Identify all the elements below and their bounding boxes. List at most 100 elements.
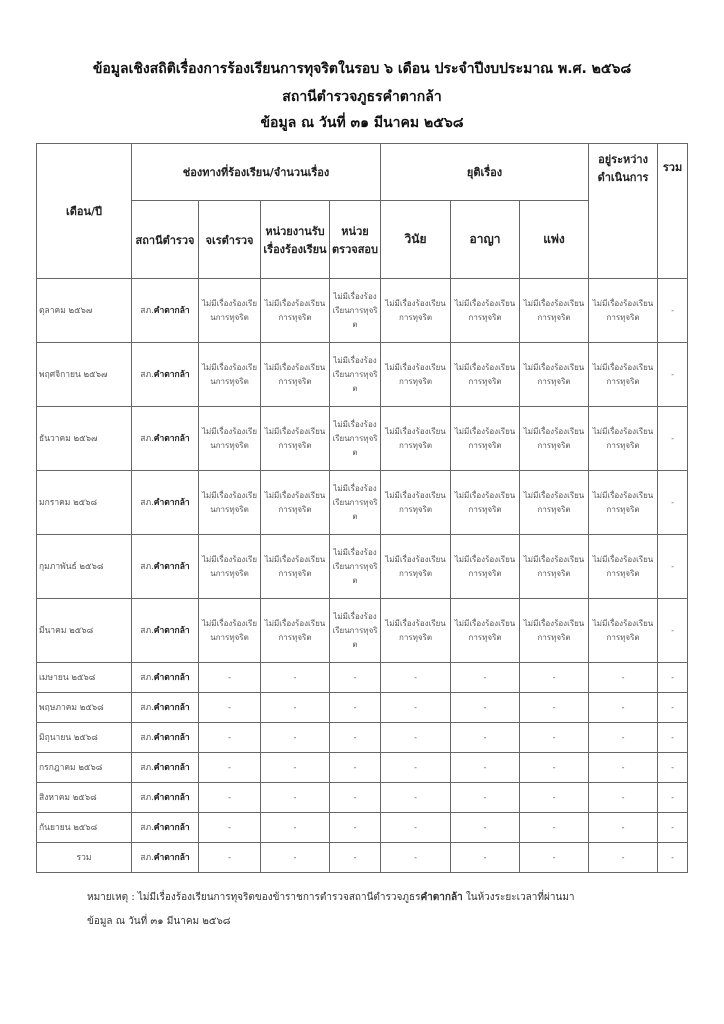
subheader-3: หน่วยตรวจสอบ [328, 200, 382, 279]
month-cell: สิงหาคม ๒๕๖๘ [36, 782, 132, 813]
table-row: มีนาคม ๒๕๖๘ สภ.คำตากล้า ไม่มีเรื่องร้องเรี… [36, 598, 689, 663]
value-cell: - [519, 782, 590, 813]
value-cell: - [328, 782, 382, 813]
value-cell: - [519, 752, 590, 783]
station-cell: สภ.คำตากล้า [131, 812, 199, 843]
month-cell: ตุลาคม ๒๕๖๗ [36, 278, 132, 343]
station-cell: สภ.คำตากล้า [131, 470, 199, 535]
station-cell: สภ.คำตากล้า [131, 598, 199, 663]
value-cell: - [588, 722, 659, 753]
value-cell: ไม่มีเรื่องร้องเรียนการทุจริต [380, 406, 452, 471]
value-cell: ไม่มีเรื่องร้องเรียนการทุจริต [198, 470, 261, 535]
value-cell: ไม่มีเรื่องร้องเรียนการทุจริต [380, 470, 452, 535]
month-cell: กันยายน ๒๕๖๘ [36, 812, 132, 843]
value-cell: - [328, 842, 382, 873]
value-cell: - [380, 752, 452, 783]
value-cell: ไม่มีเรื่องร้องเรียนการทุจริต [328, 406, 382, 471]
footnote-as-of: ข้อมูล ณ วันที่ ๓๑ มีนาคม ๒๕๖๘ [87, 916, 231, 927]
value-cell: - [328, 722, 382, 753]
value-cell: ไม่มีเรื่องร้องเรียนการทุจริต [328, 534, 382, 599]
subheader-6: แพ่ง [519, 200, 590, 279]
value-cell: - [519, 692, 590, 723]
header-total: รวม [657, 143, 689, 279]
station-cell: สภ.คำตากล้า [131, 782, 199, 813]
value-cell: - [657, 782, 689, 813]
value-cell: - [657, 752, 689, 783]
station-cell: สภ.คำตากล้า [131, 752, 199, 783]
value-cell: ไม่มีเรื่องร้องเรียนการทุจริต [260, 470, 330, 535]
value-cell: - [588, 842, 659, 873]
value-cell: - [657, 812, 689, 843]
value-cell: ไม่มีเรื่องร้องเรียนการทุจริต [588, 534, 659, 599]
value-cell: ไม่มีเรื่องร้องเรียนการทุจริต [328, 342, 382, 407]
value-cell: - [260, 812, 330, 843]
value-cell: - [380, 662, 452, 693]
table-row: มิถุนายน ๒๕๖๘ สภ.คำตากล้า - - - - - - - - [36, 722, 689, 753]
value-cell: - [328, 752, 382, 783]
value-cell: - [260, 722, 330, 753]
month-cell: มกราคม ๒๕๖๘ [36, 470, 132, 535]
value-cell: - [198, 722, 261, 753]
value-cell: - [198, 842, 261, 873]
value-cell: ไม่มีเรื่องร้องเรียนการทุจริต [198, 406, 261, 471]
value-cell: ไม่มีเรื่องร้องเรียนการทุจริต [260, 534, 330, 599]
value-cell: - [450, 842, 521, 873]
value-cell: - [380, 722, 452, 753]
value-cell: - [657, 470, 689, 535]
table-row: พฤษภาคม ๒๕๖๘ สภ.คำตากล้า - - - - - - - - [36, 692, 689, 723]
value-cell: ไม่มีเรื่องร้องเรียนการทุจริต [380, 534, 452, 599]
value-cell: ไม่มีเรื่องร้องเรียนการทุจริต [450, 342, 521, 407]
header-in-progress: อยู่ระหว่างดำเนินการ [588, 143, 659, 279]
value-cell: ไม่มีเรื่องร้องเรียนการทุจริต [519, 470, 590, 535]
value-cell: ไม่มีเรื่องร้องเรียนการทุจริต [588, 278, 659, 343]
value-cell: ไม่มีเรื่องร้องเรียนการทุจริต [260, 278, 330, 343]
subheader-5: อาญา [450, 200, 521, 279]
month-cell: ธันวาคม ๒๕๖๗ [36, 406, 132, 471]
table-row: มกราคม ๒๕๖๘ สภ.คำตากล้า ไม่มีเรื่องร้องเรี… [36, 470, 689, 535]
value-cell: ไม่มีเรื่องร้องเรียนการทุจริต [380, 278, 452, 343]
value-cell: - [450, 692, 521, 723]
value-cell: - [198, 812, 261, 843]
value-cell: - [588, 662, 659, 693]
table-row: กุมภาพันธ์ ๒๕๖๘ สภ.คำตากล้า ไม่มีเรื่องร้อ… [36, 534, 689, 599]
table-row: รวม สภ.คำตากล้า - - - - - - - - [36, 842, 689, 873]
value-cell: - [380, 812, 452, 843]
subheader-2: หน่วยงานรับเรื่องร้องเรียน [260, 200, 330, 279]
value-cell: ไม่มีเรื่องร้องเรียนการทุจริต [328, 470, 382, 535]
header-month: เดือน/ปี [36, 143, 132, 279]
value-cell: - [519, 812, 590, 843]
value-cell: ไม่มีเรื่องร้องเรียนการทุจริต [519, 534, 590, 599]
station-cell: สภ.คำตากล้า [131, 722, 199, 753]
value-cell: - [519, 722, 590, 753]
complaint-statistics-table: เดือน/ปี ช่องทางที่ร้องเรียน/จำนวนเรื่อง… [36, 143, 689, 873]
station-cell: สภ.คำตากล้า [131, 406, 199, 471]
value-cell: - [588, 812, 659, 843]
value-cell: ไม่มีเรื่องร้องเรียนการทุจริต [198, 534, 261, 599]
value-cell: ไม่มีเรื่องร้องเรียนการทุจริต [380, 598, 452, 663]
value-cell: ไม่มีเรื่องร้องเรียนการทุจริต [450, 534, 521, 599]
value-cell: ไม่มีเรื่องร้องเรียนการทุจริต [198, 278, 261, 343]
value-cell: - [588, 752, 659, 783]
value-cell: - [450, 722, 521, 753]
value-cell: ไม่มีเรื่องร้องเรียนการทุจริต [328, 278, 382, 343]
value-cell: - [657, 278, 689, 343]
value-cell: - [328, 692, 382, 723]
value-cell: - [657, 406, 689, 471]
value-cell: - [519, 662, 590, 693]
value-cell: ไม่มีเรื่องร้องเรียนการทุจริต [588, 406, 659, 471]
table-row: กรกฎาคม ๒๕๖๘ สภ.คำตากล้า - - - - - - - - [36, 752, 689, 783]
value-cell: ไม่มีเรื่องร้องเรียนการทุจริต [450, 406, 521, 471]
value-cell: - [260, 752, 330, 783]
value-cell: ไม่มีเรื่องร้องเรียนการทุจริต [588, 342, 659, 407]
subheader-0: สถานีตำรวจ [131, 200, 199, 279]
value-cell: ไม่มีเรื่องร้องเรียนการทุจริต [198, 598, 261, 663]
value-cell: ไม่มีเรื่องร้องเรียนการทุจริต [260, 406, 330, 471]
station-cell: สภ.คำตากล้า [131, 342, 199, 407]
value-cell: ไม่มีเรื่องร้องเรียนการทุจริต [328, 598, 382, 663]
value-cell: ไม่มีเรื่องร้องเรียนการทุจริต [380, 342, 452, 407]
value-cell: ไม่มีเรื่องร้องเรียนการทุจริต [260, 598, 330, 663]
month-cell: พฤษภาคม ๒๕๖๘ [36, 692, 132, 723]
month-cell: พฤศจิกายน ๒๕๖๗ [36, 342, 132, 407]
value-cell: ไม่มีเรื่องร้องเรียนการทุจริต [588, 598, 659, 663]
value-cell: ไม่มีเรื่องร้องเรียนการทุจริต [519, 406, 590, 471]
